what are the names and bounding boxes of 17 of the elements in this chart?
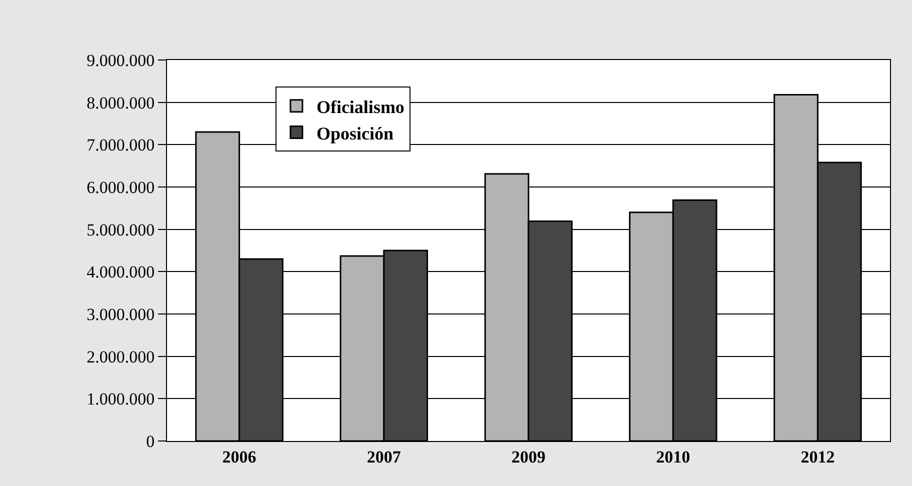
x-tick-label: 2010	[656, 447, 690, 466]
x-tick-label: 2007	[366, 447, 402, 466]
legend-label: Oficialismo	[316, 96, 404, 117]
x-tick-label: 2009	[512, 447, 546, 466]
y-tick-label: 6.000.000	[86, 178, 155, 197]
y-tick-label: 7.000.000	[86, 136, 155, 155]
y-tick-label: 9.000.000	[86, 50, 155, 70]
y-tick-label: 4.000.000	[86, 262, 155, 282]
legend-label: Oposición	[316, 123, 394, 144]
y-tick-label: 3.000.000	[86, 304, 155, 324]
y-tick-label: 1.000.000	[86, 390, 155, 409]
y-tick-label: 5.000.000	[86, 220, 155, 240]
y-tick-label: 0	[146, 432, 155, 451]
x-tick-label: 2012	[800, 447, 835, 466]
x-tick-label: 2006	[222, 447, 256, 466]
y-tick-label: 8.000.000	[86, 93, 155, 112]
y-tick-label: 2.000.000	[86, 347, 155, 366]
